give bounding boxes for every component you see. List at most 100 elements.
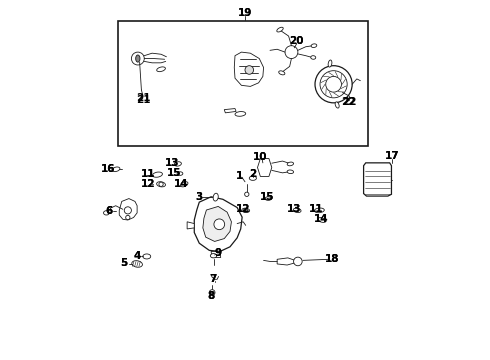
Text: 13: 13 [165,158,179,168]
Polygon shape [203,206,231,242]
Text: 12: 12 [141,179,155,189]
Text: 2: 2 [249,168,256,179]
Ellipse shape [335,102,339,108]
Ellipse shape [152,172,162,177]
Circle shape [326,76,342,92]
Ellipse shape [314,208,324,213]
Text: 12: 12 [236,204,250,214]
Text: 10: 10 [253,152,267,162]
Ellipse shape [112,167,120,172]
Text: 18: 18 [325,254,340,264]
Circle shape [245,192,249,197]
Text: 5: 5 [121,258,128,268]
Text: 12: 12 [141,179,155,189]
Text: 9: 9 [214,248,221,258]
Text: 22: 22 [342,97,357,107]
Text: 18: 18 [325,254,340,264]
Text: 13: 13 [287,204,301,214]
Text: 10: 10 [253,152,267,162]
Text: 11: 11 [309,204,324,214]
Text: 11: 11 [309,204,324,214]
Polygon shape [194,197,242,251]
Ellipse shape [265,197,271,201]
Text: 1: 1 [236,171,243,181]
Text: 16: 16 [101,164,116,174]
Ellipse shape [143,254,151,259]
Ellipse shape [311,56,316,59]
Text: 4: 4 [133,251,141,261]
Ellipse shape [213,193,218,201]
Ellipse shape [210,253,217,258]
Text: 15: 15 [167,168,181,178]
Ellipse shape [103,211,109,215]
Circle shape [285,46,298,59]
Circle shape [320,71,347,98]
Ellipse shape [328,60,332,67]
Text: 17: 17 [385,151,399,161]
Circle shape [214,219,224,230]
Ellipse shape [136,55,140,62]
Ellipse shape [318,218,326,222]
Text: 3: 3 [195,192,202,202]
Polygon shape [258,158,272,176]
Text: 20: 20 [290,36,304,46]
Ellipse shape [249,176,256,180]
Text: 7: 7 [209,274,217,284]
Ellipse shape [157,182,166,187]
Text: 7: 7 [209,274,217,284]
Circle shape [209,290,215,296]
Text: 1: 1 [236,171,243,181]
Circle shape [131,52,144,65]
Circle shape [159,182,163,186]
Ellipse shape [287,162,294,166]
Polygon shape [234,52,264,86]
Text: 16: 16 [101,164,116,174]
Ellipse shape [311,44,317,48]
Text: 20: 20 [290,36,304,46]
Ellipse shape [235,112,245,116]
Ellipse shape [294,208,301,213]
Text: 21: 21 [136,95,150,105]
Text: 13: 13 [165,158,179,168]
Ellipse shape [174,162,181,166]
Text: 21: 21 [136,93,150,103]
Text: 14: 14 [314,214,328,224]
Circle shape [245,66,253,74]
Text: 14: 14 [173,179,188,189]
Ellipse shape [287,170,294,174]
Text: 2: 2 [249,168,256,179]
Ellipse shape [132,261,143,267]
Ellipse shape [277,27,283,32]
Text: 5: 5 [121,258,128,268]
Ellipse shape [177,172,183,175]
Circle shape [294,257,302,266]
Text: 15: 15 [260,192,274,202]
Text: 14: 14 [173,179,188,189]
Text: 3: 3 [195,192,202,202]
Bar [118,21,368,146]
Text: 8: 8 [207,291,214,301]
Text: 6: 6 [105,206,112,216]
Polygon shape [277,258,295,265]
Text: 14: 14 [314,214,328,224]
Text: 22: 22 [342,97,356,107]
Polygon shape [364,163,392,196]
Ellipse shape [242,208,249,212]
Polygon shape [224,109,236,113]
Circle shape [244,208,248,212]
Text: 11: 11 [141,169,155,179]
Text: 19: 19 [238,8,252,18]
Circle shape [126,215,130,220]
Text: 15: 15 [260,192,274,202]
Text: 12: 12 [236,204,250,214]
Circle shape [124,207,131,214]
Ellipse shape [157,67,166,72]
Text: 15: 15 [167,168,181,178]
Polygon shape [119,199,137,220]
Text: 17: 17 [385,151,399,161]
Ellipse shape [181,182,188,187]
Text: 4: 4 [133,251,141,261]
Ellipse shape [279,71,285,75]
Text: 8: 8 [207,291,214,301]
Polygon shape [211,251,220,257]
